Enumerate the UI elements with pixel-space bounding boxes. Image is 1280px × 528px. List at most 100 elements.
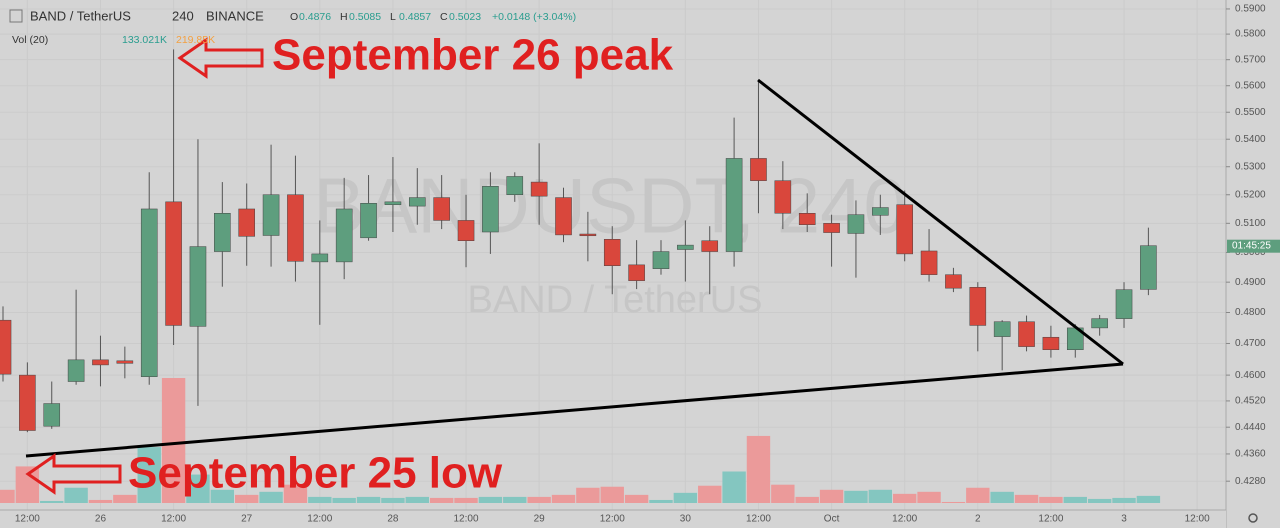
- interval: 240: [172, 8, 194, 23]
- volume-bar: [819, 489, 844, 503]
- candle-body: [1091, 318, 1108, 329]
- volume-bar: [356, 496, 381, 503]
- volume-bar: [454, 497, 478, 503]
- volume-bar: [966, 487, 990, 503]
- ohlc-label: L: [390, 11, 396, 23]
- annotation: September 25 low: [128, 449, 503, 498]
- volume-bar: [64, 487, 88, 503]
- volume-name: Vol (20): [12, 34, 48, 46]
- candle-body: [384, 201, 402, 205]
- candle-body: [969, 287, 987, 326]
- volume-ma: 219.85K: [176, 34, 215, 46]
- arrow: [25, 453, 122, 495]
- candle-body: [872, 207, 889, 216]
- settings-icon[interactable]: [1248, 513, 1258, 523]
- volume-bar: [698, 485, 722, 503]
- x-tick-label: 30: [680, 514, 692, 525]
- volume-bar: [1087, 498, 1112, 503]
- volume-bar: [624, 494, 649, 503]
- volume-bar: [527, 496, 551, 503]
- x-tick-label: 12:00: [307, 514, 332, 525]
- candle-body: [555, 197, 572, 236]
- candle-body: [603, 239, 621, 266]
- x-tick-label: 27: [241, 514, 253, 525]
- volume-bar: [795, 496, 819, 503]
- y-tick-label: 0.5300: [1235, 161, 1266, 172]
- volume-bar: [868, 489, 893, 503]
- candle-body: [214, 213, 231, 252]
- x-tick-label: 26: [95, 514, 107, 525]
- volume-bar: [332, 497, 356, 503]
- candle-body: [725, 158, 743, 252]
- x-tick-label: 12:00: [161, 514, 186, 525]
- volume-bar: [210, 489, 235, 503]
- countdown: 01:45:25: [1232, 240, 1271, 251]
- x-tick-label: 12:00: [1038, 514, 1063, 525]
- y-tick-label: 0.5400: [1235, 134, 1266, 145]
- y-tick-label: 0.4280: [1235, 476, 1266, 487]
- volume-bar: [1014, 494, 1039, 503]
- x-tick-label: 12:00: [600, 514, 625, 525]
- candle-body: [140, 208, 158, 377]
- price-axis: [1226, 0, 1280, 528]
- candle-body: [1140, 245, 1157, 290]
- volume-bar: [892, 493, 917, 503]
- y-tick-label: 0.5600: [1235, 80, 1266, 91]
- candle-body: [360, 203, 377, 239]
- ohlc-value: 0.5085: [349, 11, 381, 23]
- x-tick-label: 12:00: [454, 514, 479, 525]
- y-tick-label: 0.4800: [1235, 307, 1266, 318]
- collapse-icon[interactable]: [9, 9, 23, 23]
- x-tick-label: 29: [534, 514, 546, 525]
- candles: [0, 49, 1157, 433]
- volume-bar: [673, 492, 698, 503]
- x-tick-label: Oct: [824, 514, 840, 525]
- candle-body: [165, 201, 182, 326]
- candle-body: [896, 204, 913, 255]
- volume-bar: [941, 501, 966, 503]
- volume-value: 133.021K: [122, 34, 167, 46]
- candle-body: [628, 264, 645, 281]
- volume-bar: [1063, 496, 1087, 503]
- volume-bar: [1039, 496, 1063, 503]
- trend-line: [25, 362, 1124, 458]
- volume-bar: [88, 499, 113, 503]
- annotation: September 26 peak: [272, 31, 674, 80]
- watermark: BANDUSDT, 240: [313, 162, 907, 250]
- ohlc-value: 0.4857: [399, 11, 431, 23]
- volume-bar: [576, 487, 600, 503]
- candle-body: [530, 181, 548, 197]
- candle-body: [579, 233, 597, 237]
- candle-body: [116, 360, 134, 364]
- volume-bar: [844, 490, 868, 503]
- ohlc-label: O: [290, 11, 298, 23]
- volume-bar: [0, 489, 15, 503]
- y-tick-label: 0.4600: [1235, 370, 1266, 381]
- price-tag: [1227, 239, 1280, 253]
- candle-body: [92, 359, 109, 366]
- candle-body: [506, 176, 524, 195]
- candle-body: [67, 359, 85, 382]
- x-tick-label: 12:00: [892, 514, 917, 525]
- candle-body: [433, 197, 450, 221]
- x-tick-label: 28: [387, 514, 399, 525]
- candle-body: [0, 319, 12, 375]
- candle-body: [43, 403, 61, 427]
- candle-body: [19, 374, 36, 431]
- volume-bar: [259, 491, 283, 503]
- y-tick-label: 0.5700: [1235, 54, 1266, 65]
- volume-bar: [429, 497, 454, 503]
- candle-body: [750, 158, 767, 181]
- candle-body: [945, 274, 962, 289]
- volume-bar: [381, 497, 405, 503]
- ohlc-header: O 0.4876 H 0.5085 L 0.4857 C 0.5023 +0.0148 (+3.…: [290, 11, 576, 23]
- volume-bar: [283, 484, 308, 503]
- volume-bar: [551, 494, 576, 503]
- x-tick-label: 12:00: [15, 514, 40, 525]
- volume-bar: [746, 435, 771, 503]
- candle-body: [652, 251, 670, 269]
- volume-pane: [0, 378, 1161, 503]
- y-tick-label: 0.5900: [1235, 4, 1266, 15]
- ohlc-value: 0.4876: [299, 11, 331, 23]
